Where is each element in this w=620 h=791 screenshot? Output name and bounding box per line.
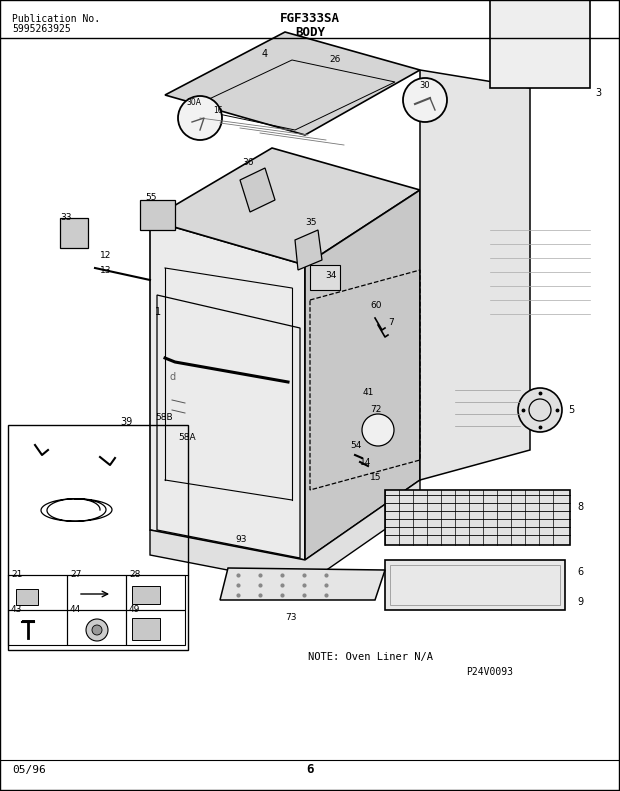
Bar: [126, 610, 185, 645]
Text: 7: 7: [388, 318, 394, 327]
Text: P24V0093: P24V0093: [466, 667, 513, 677]
Text: NOTE: Oven Liner N/A: NOTE: Oven Liner N/A: [308, 652, 433, 662]
Text: 36: 36: [242, 158, 254, 167]
Bar: [126, 575, 185, 610]
Bar: [67, 610, 126, 645]
Text: d: d: [170, 372, 176, 382]
Text: 55: 55: [145, 193, 156, 202]
Text: 12: 12: [100, 251, 112, 260]
Bar: [132, 618, 160, 640]
Text: 8: 8: [577, 502, 583, 512]
Bar: [390, 565, 560, 605]
Text: 1: 1: [155, 307, 161, 317]
Polygon shape: [240, 168, 275, 212]
Text: 5995263925: 5995263925: [12, 24, 71, 34]
Text: 14: 14: [360, 458, 371, 467]
Text: 39: 39: [120, 417, 132, 427]
Text: 44: 44: [70, 605, 81, 614]
Text: 41: 41: [363, 388, 374, 397]
Text: 33: 33: [60, 213, 71, 222]
Text: FGF333SA: FGF333SA: [280, 12, 340, 25]
Text: 58A: 58A: [178, 433, 196, 442]
Bar: [310, 265, 340, 290]
Bar: [132, 586, 160, 604]
Text: 3: 3: [595, 88, 601, 98]
Text: 54: 54: [350, 441, 361, 450]
Text: 16: 16: [213, 106, 223, 115]
Text: 26: 26: [329, 55, 340, 64]
Text: 13: 13: [100, 266, 112, 275]
Text: Publication No.: Publication No.: [12, 14, 100, 24]
Text: BODY: BODY: [295, 26, 325, 39]
Bar: [8, 575, 67, 610]
Text: 72: 72: [370, 405, 381, 414]
Bar: [67, 575, 126, 610]
Text: 5: 5: [568, 405, 574, 415]
Text: 05/96: 05/96: [12, 765, 46, 775]
Text: 73: 73: [285, 613, 296, 622]
Bar: [16, 589, 38, 605]
Polygon shape: [165, 32, 420, 135]
Bar: [490, 0, 590, 88]
Text: 9: 9: [577, 597, 583, 607]
Bar: [8, 610, 67, 645]
Polygon shape: [150, 220, 305, 560]
Circle shape: [403, 78, 447, 122]
Circle shape: [518, 388, 562, 432]
Polygon shape: [150, 480, 420, 585]
Text: 15: 15: [370, 473, 381, 482]
Text: 6: 6: [306, 763, 314, 776]
Text: 49: 49: [129, 605, 140, 614]
Text: 6: 6: [577, 567, 583, 577]
Text: 21: 21: [11, 570, 22, 579]
Text: 30: 30: [420, 81, 430, 90]
Circle shape: [86, 619, 108, 641]
Circle shape: [92, 625, 102, 635]
Bar: [60, 218, 88, 248]
Polygon shape: [305, 190, 420, 560]
Polygon shape: [150, 148, 420, 265]
Text: 30A: 30A: [187, 98, 202, 107]
Text: 34: 34: [325, 271, 337, 280]
Bar: [385, 560, 565, 610]
Text: 58B: 58B: [155, 413, 172, 422]
Text: 43: 43: [11, 605, 22, 614]
Text: 60: 60: [370, 301, 381, 310]
Text: 27: 27: [70, 570, 81, 579]
Text: 28: 28: [129, 570, 140, 579]
Text: 35: 35: [305, 218, 316, 227]
Text: 93: 93: [235, 535, 247, 544]
Polygon shape: [420, 70, 530, 480]
Polygon shape: [220, 568, 385, 600]
Bar: [8, 425, 188, 650]
Circle shape: [178, 96, 222, 140]
Bar: [385, 490, 570, 545]
Bar: [140, 200, 175, 230]
Circle shape: [362, 414, 394, 446]
Polygon shape: [295, 230, 322, 270]
Text: 4: 4: [262, 49, 268, 59]
